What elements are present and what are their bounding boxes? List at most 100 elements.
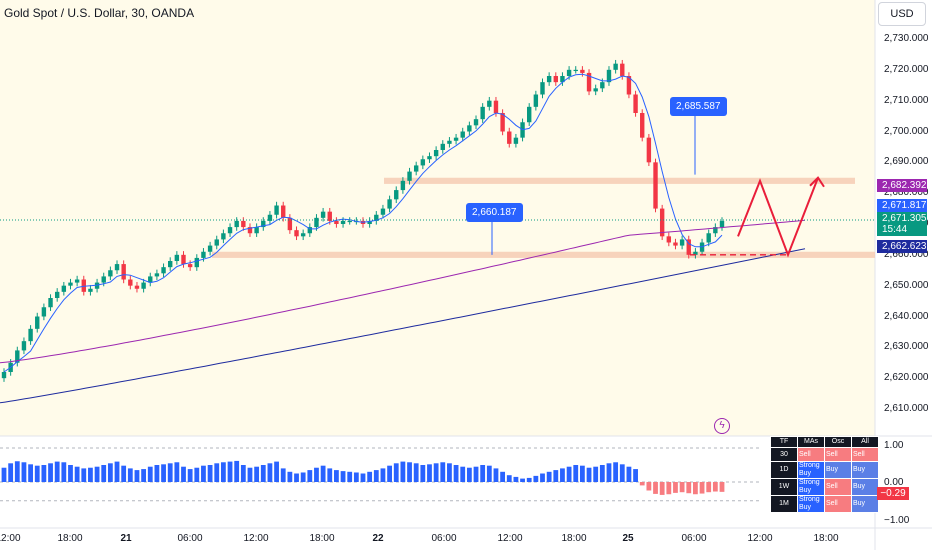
osc-bar: [427, 464, 432, 482]
osc-bar: [353, 472, 359, 482]
candle-body: [493, 100, 499, 113]
osc-bar: [626, 466, 632, 482]
osc-bar: [520, 478, 525, 482]
osc-bar: [506, 475, 512, 482]
candle-body: [187, 264, 193, 268]
price-axis-label: 2,620.000: [884, 372, 929, 384]
osc-bar: [1, 467, 7, 482]
candle-body: [214, 239, 219, 246]
candle-body: [247, 227, 253, 234]
osc-current-tag: −0.29: [877, 487, 909, 500]
price-callout-low[interactable]: 2,660.187: [466, 203, 523, 222]
candle-body: [234, 220, 239, 228]
osc-label-top: 1.00: [884, 440, 904, 451]
candle-body: [666, 236, 672, 243]
osc-bar: [513, 476, 519, 482]
osc-bar: [526, 477, 532, 482]
signals-osc: Sell: [824, 478, 852, 496]
time-axis-label: 21: [120, 533, 132, 544]
candle-body: [600, 82, 605, 89]
osc-bar: [719, 482, 725, 492]
osc-bar: [14, 461, 20, 482]
candle-body: [659, 208, 665, 237]
ema-slow-line: [0, 248, 806, 404]
candle-body: [207, 245, 213, 252]
time-axis-label: 12:00: [243, 533, 269, 544]
osc-bar: [94, 466, 100, 482]
signals-all: Buy: [851, 461, 879, 479]
osc-bar: [334, 470, 339, 482]
candle-body: [334, 220, 339, 224]
projection-path: [737, 177, 819, 258]
price-tag: 2,662.623: [877, 240, 927, 253]
signals-tf: 1M: [770, 495, 798, 513]
osc-bar: [347, 471, 353, 482]
candle-body: [1, 372, 7, 379]
osc-bar: [387, 465, 392, 482]
candle-body: [593, 88, 598, 92]
candle-body: [15, 350, 20, 363]
price-axis-label: 2,630.000: [884, 341, 929, 353]
time-axis-label: 25: [622, 533, 634, 544]
candle-body: [108, 270, 113, 277]
candle-body: [294, 230, 299, 237]
osc-bar: [706, 482, 712, 493]
osc-bar: [599, 465, 605, 482]
signals-all: Buy: [851, 478, 879, 496]
candle-body: [28, 328, 33, 342]
time-axis-label: 18:00: [561, 533, 587, 544]
osc-bar: [147, 466, 153, 482]
signals-tf: 1W: [770, 478, 798, 496]
candle-body: [394, 190, 399, 200]
candle-body: [487, 100, 492, 107]
candle-body: [121, 264, 126, 280]
candle-body: [706, 233, 711, 243]
price-axis-label: 2,700.000: [884, 125, 929, 137]
time-axis-label: 18:00: [309, 533, 335, 544]
candle-body: [686, 239, 691, 255]
osc-bar: [619, 464, 625, 482]
ema-fast-line: [3, 73, 723, 373]
candle-body: [640, 113, 645, 138]
osc-bar: [566, 466, 572, 482]
signals-mas: Strong Buy: [797, 495, 825, 513]
lightning-icon[interactable]: ϟ: [714, 418, 730, 434]
osc-bar: [413, 463, 419, 482]
osc-bar: [320, 465, 326, 482]
osc-bar: [666, 482, 672, 495]
osc-bar: [486, 465, 492, 482]
signals-all: Buy: [851, 495, 879, 513]
candle-body: [340, 220, 346, 224]
price-axis-label: 2,640.000: [884, 310, 929, 322]
price-tag: 2,671.817: [877, 199, 927, 212]
candle-body: [154, 273, 160, 277]
price-callout-high[interactable]: 2,685.587: [670, 97, 727, 116]
osc-bar: [61, 462, 67, 482]
osc-bar: [207, 465, 213, 482]
candle-body: [48, 298, 53, 308]
candle-body: [141, 282, 146, 289]
osc-bar: [114, 461, 120, 482]
candle-body: [134, 285, 140, 289]
candle-body: [320, 211, 326, 218]
candle-body: [447, 140, 452, 144]
osc-bar: [673, 482, 678, 493]
osc-bar: [639, 482, 645, 486]
candle-body: [513, 137, 519, 144]
signals-header-mas: MAs: [797, 436, 825, 448]
candle-body: [719, 220, 725, 228]
candle-body: [61, 285, 67, 292]
signals-header-all: All: [851, 436, 879, 448]
chart-background: [0, 0, 875, 436]
time-axis-label: 18:00: [813, 533, 839, 544]
candle-body: [254, 227, 259, 234]
osc-bar: [327, 468, 333, 482]
osc-bar: [593, 466, 599, 482]
osc-bar: [194, 467, 200, 482]
osc-bar: [440, 462, 446, 482]
currency-button[interactable]: USD: [878, 2, 926, 26]
osc-bar: [699, 482, 705, 494]
osc-bar: [294, 473, 299, 482]
candle-body: [174, 254, 180, 261]
candle-body: [347, 220, 352, 223]
